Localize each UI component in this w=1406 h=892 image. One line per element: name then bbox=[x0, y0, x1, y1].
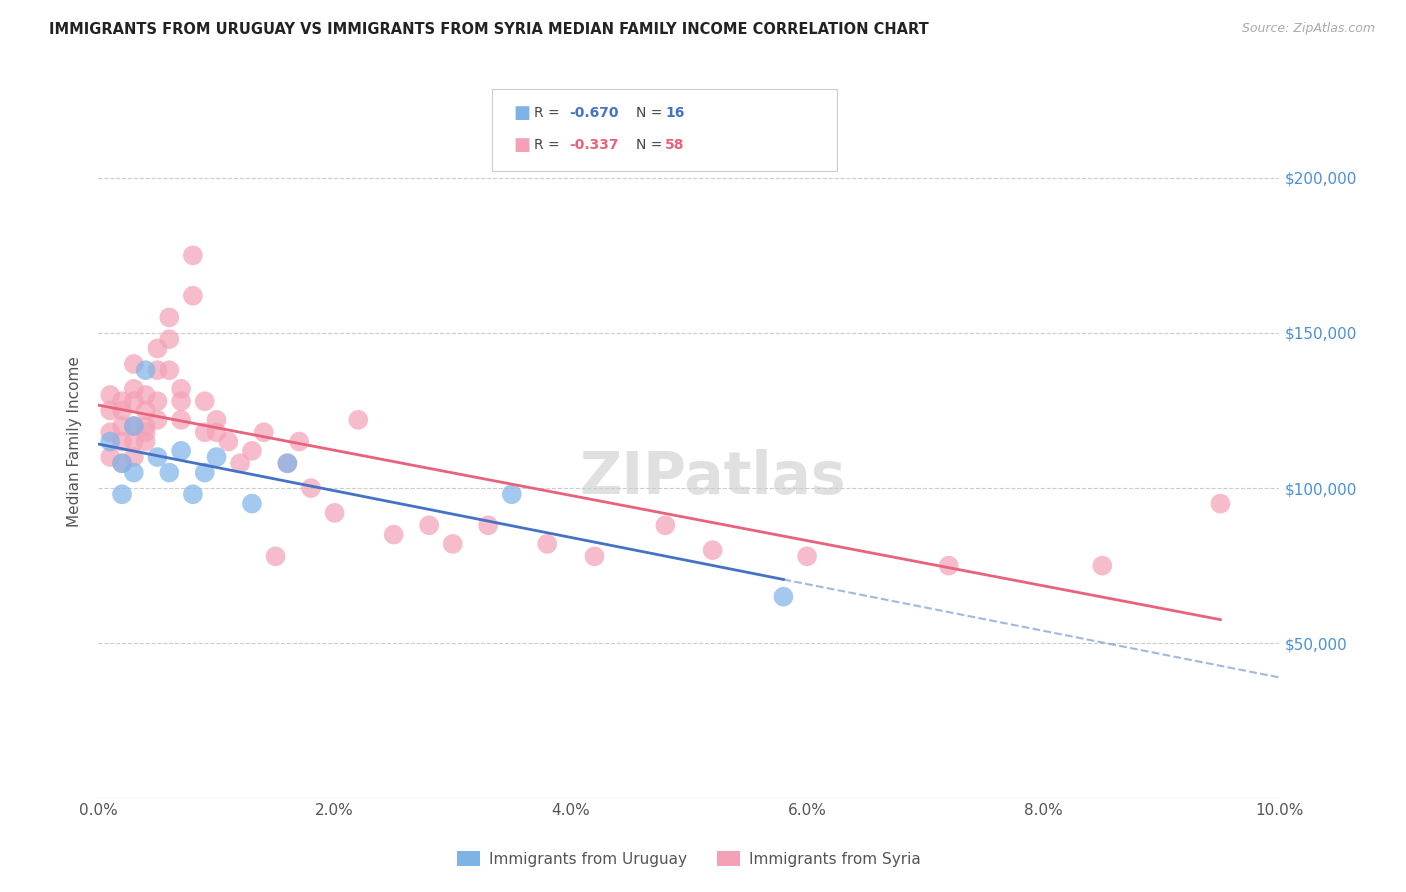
Point bbox=[181, 248, 204, 262]
Point bbox=[98, 388, 121, 402]
Point bbox=[181, 289, 204, 303]
Point bbox=[135, 403, 157, 417]
Point bbox=[205, 413, 228, 427]
Text: N =: N = bbox=[636, 137, 666, 152]
Point bbox=[418, 518, 440, 533]
Point bbox=[299, 481, 322, 495]
Point bbox=[1091, 558, 1114, 573]
Text: N =: N = bbox=[636, 106, 666, 120]
Text: ■: ■ bbox=[513, 136, 530, 153]
Point bbox=[98, 403, 121, 417]
Point bbox=[146, 363, 169, 377]
Point bbox=[111, 456, 134, 470]
Point bbox=[217, 434, 239, 449]
Point bbox=[135, 363, 157, 377]
Point bbox=[157, 363, 180, 377]
Point bbox=[501, 487, 523, 501]
Point bbox=[122, 394, 145, 409]
Point bbox=[276, 456, 298, 470]
Point bbox=[441, 537, 464, 551]
Point bbox=[135, 434, 157, 449]
Text: R =: R = bbox=[534, 137, 564, 152]
Point bbox=[477, 518, 499, 533]
Point bbox=[157, 332, 180, 346]
Point bbox=[276, 456, 298, 470]
Point bbox=[122, 466, 145, 480]
Point bbox=[98, 425, 121, 440]
Point bbox=[122, 419, 145, 434]
Text: -0.337: -0.337 bbox=[569, 137, 619, 152]
Point bbox=[170, 443, 193, 458]
Point bbox=[111, 487, 134, 501]
Point bbox=[288, 434, 311, 449]
Text: 58: 58 bbox=[665, 137, 685, 152]
Point bbox=[240, 443, 263, 458]
Point bbox=[181, 487, 204, 501]
Point bbox=[122, 450, 145, 464]
Point bbox=[135, 425, 157, 440]
Point bbox=[240, 497, 263, 511]
Point bbox=[122, 419, 145, 434]
Text: Source: ZipAtlas.com: Source: ZipAtlas.com bbox=[1241, 22, 1375, 36]
Point bbox=[1209, 497, 1232, 511]
Point bbox=[157, 466, 180, 480]
Point bbox=[111, 394, 134, 409]
Point bbox=[323, 506, 346, 520]
Point bbox=[194, 394, 217, 409]
Y-axis label: Median Family Income: Median Family Income bbox=[67, 356, 83, 527]
Text: -0.670: -0.670 bbox=[569, 106, 619, 120]
Point bbox=[205, 425, 228, 440]
Point bbox=[111, 403, 134, 417]
Point bbox=[98, 434, 121, 449]
Point bbox=[583, 549, 606, 564]
Point bbox=[135, 419, 157, 434]
Text: IMMIGRANTS FROM URUGUAY VS IMMIGRANTS FROM SYRIA MEDIAN FAMILY INCOME CORRELATIO: IMMIGRANTS FROM URUGUAY VS IMMIGRANTS FR… bbox=[49, 22, 929, 37]
Text: R =: R = bbox=[534, 106, 564, 120]
Point bbox=[122, 357, 145, 371]
Point bbox=[796, 549, 818, 564]
Point bbox=[111, 434, 134, 449]
Point bbox=[146, 394, 169, 409]
Point bbox=[264, 549, 287, 564]
Point bbox=[98, 450, 121, 464]
Point bbox=[146, 450, 169, 464]
Legend: Immigrants from Uruguay, Immigrants from Syria: Immigrants from Uruguay, Immigrants from… bbox=[450, 845, 928, 872]
Point bbox=[170, 394, 193, 409]
Point bbox=[146, 413, 169, 427]
Point bbox=[654, 518, 676, 533]
Text: ■: ■ bbox=[513, 104, 530, 122]
Point bbox=[536, 537, 558, 551]
Point bbox=[205, 450, 228, 464]
Point bbox=[170, 382, 193, 396]
Point bbox=[111, 419, 134, 434]
Point bbox=[772, 590, 794, 604]
Point bbox=[347, 413, 370, 427]
Point bbox=[122, 434, 145, 449]
Point bbox=[146, 342, 169, 356]
Text: ZIPatlas: ZIPatlas bbox=[579, 449, 846, 506]
Point bbox=[938, 558, 960, 573]
Point bbox=[135, 388, 157, 402]
Point bbox=[157, 310, 180, 325]
Point bbox=[229, 456, 252, 470]
Text: 16: 16 bbox=[665, 106, 685, 120]
Point bbox=[253, 425, 276, 440]
Point bbox=[702, 543, 724, 558]
Point bbox=[382, 527, 405, 541]
Point bbox=[194, 466, 217, 480]
Point bbox=[122, 382, 145, 396]
Point bbox=[111, 456, 134, 470]
Point bbox=[194, 425, 217, 440]
Point bbox=[170, 413, 193, 427]
